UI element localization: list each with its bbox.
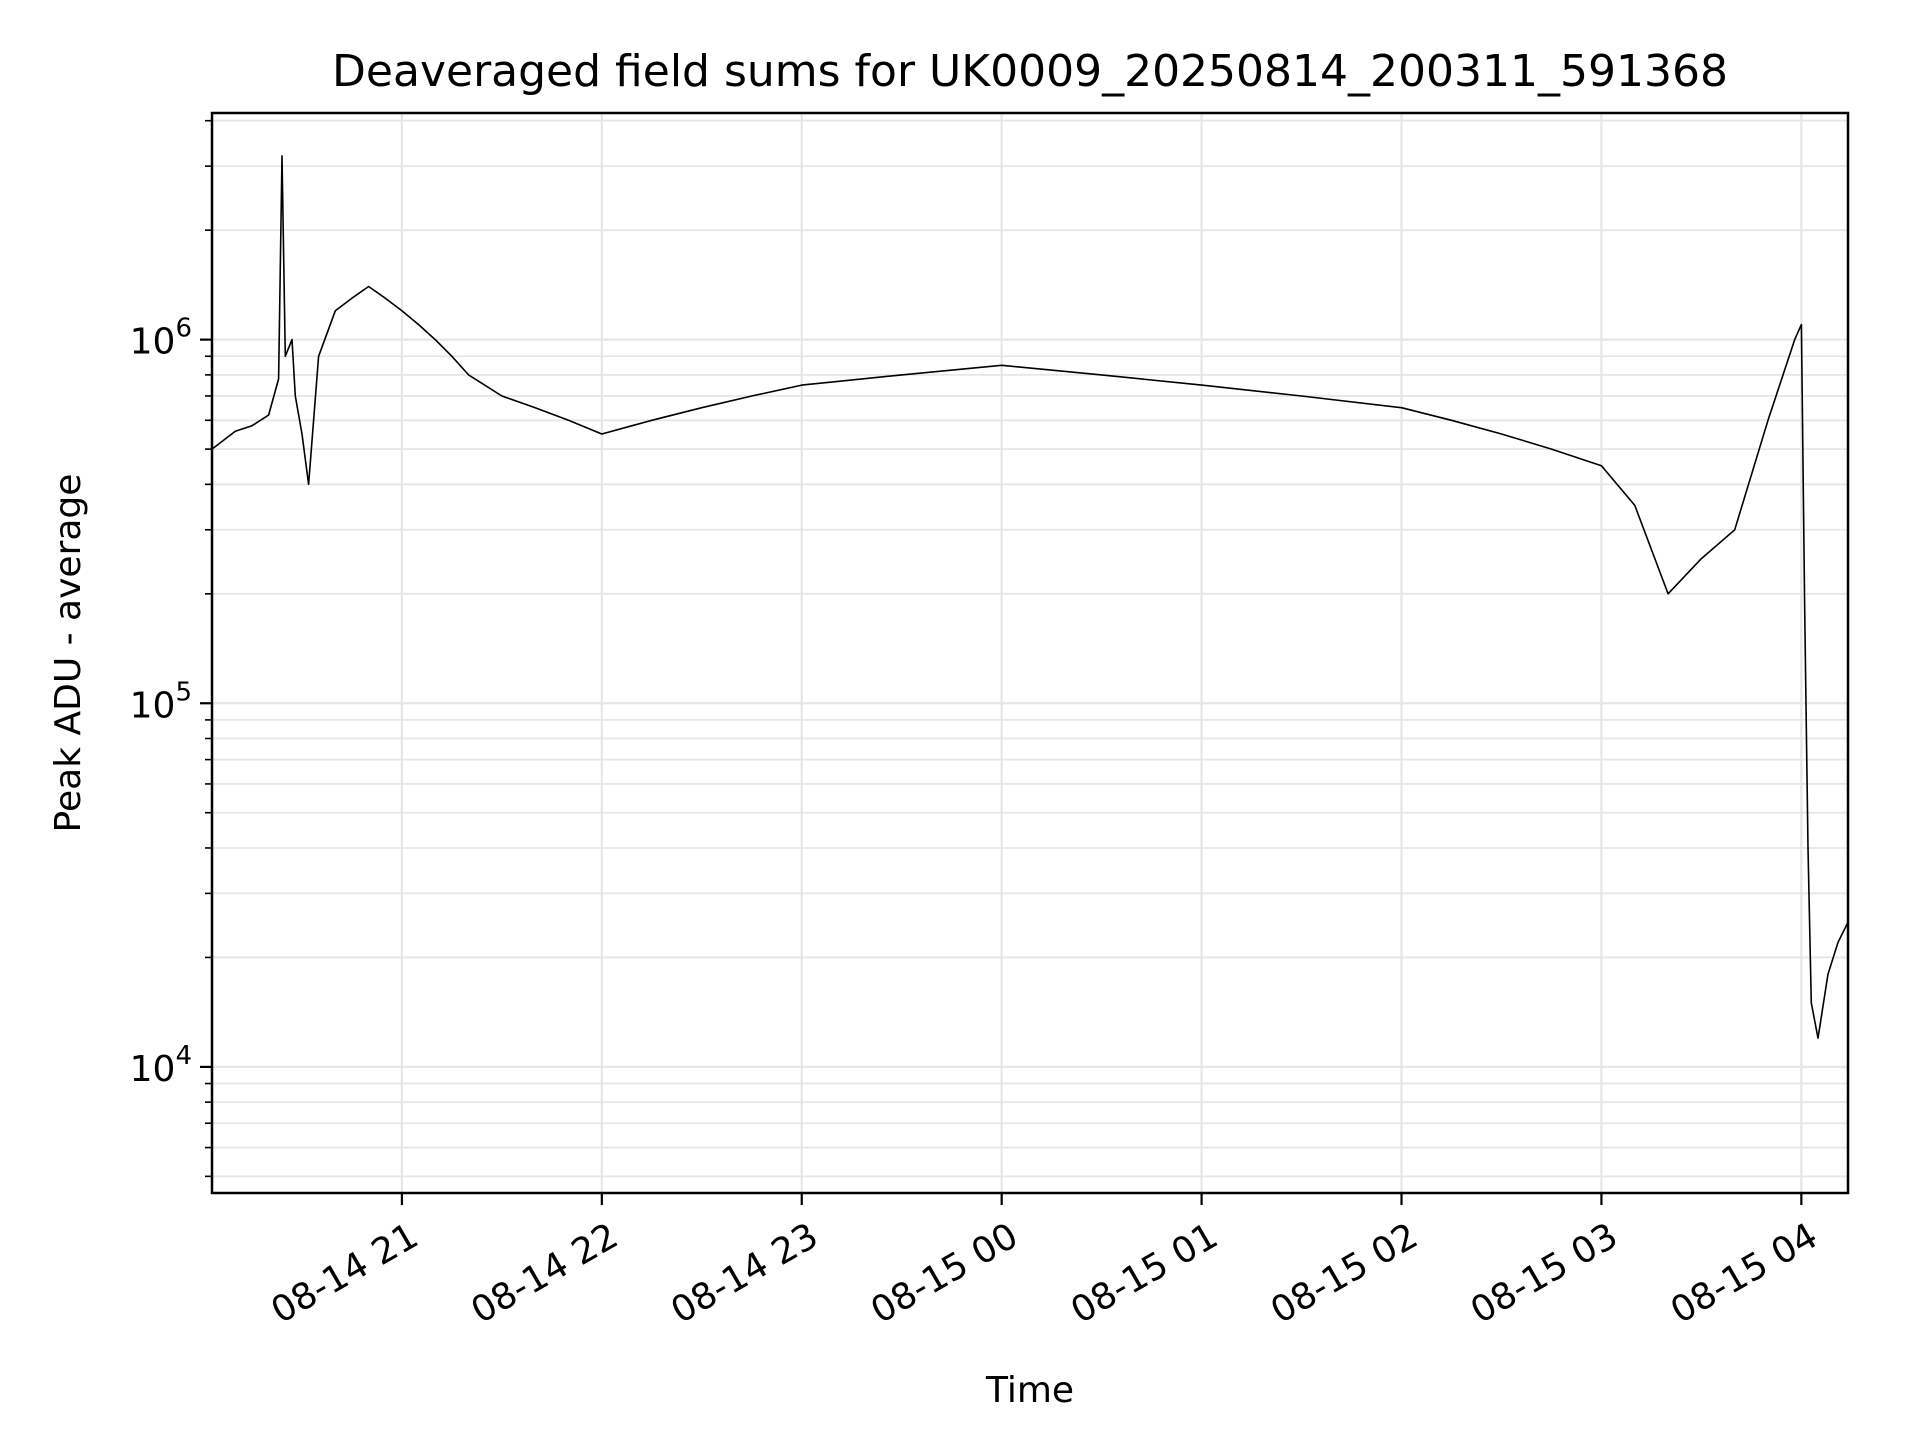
y-tick-label: 106 — [130, 314, 192, 363]
y-tick-label: 104 — [130, 1041, 192, 1090]
y-axis-label: Peak ADU - average — [48, 474, 89, 833]
y-axis: 104 105 106 — [130, 119, 212, 1178]
chart-title: Deaveraged field sums for UK0009_2025081… — [332, 46, 1728, 97]
plot-area — [211, 155, 1849, 1039]
plot-frame — [210, 111, 1850, 1195]
y-tick-label: 105 — [130, 677, 192, 726]
x-axis-label: Time — [985, 1370, 1074, 1411]
series-line — [211, 155, 1849, 1039]
grid — [212, 113, 1848, 1193]
